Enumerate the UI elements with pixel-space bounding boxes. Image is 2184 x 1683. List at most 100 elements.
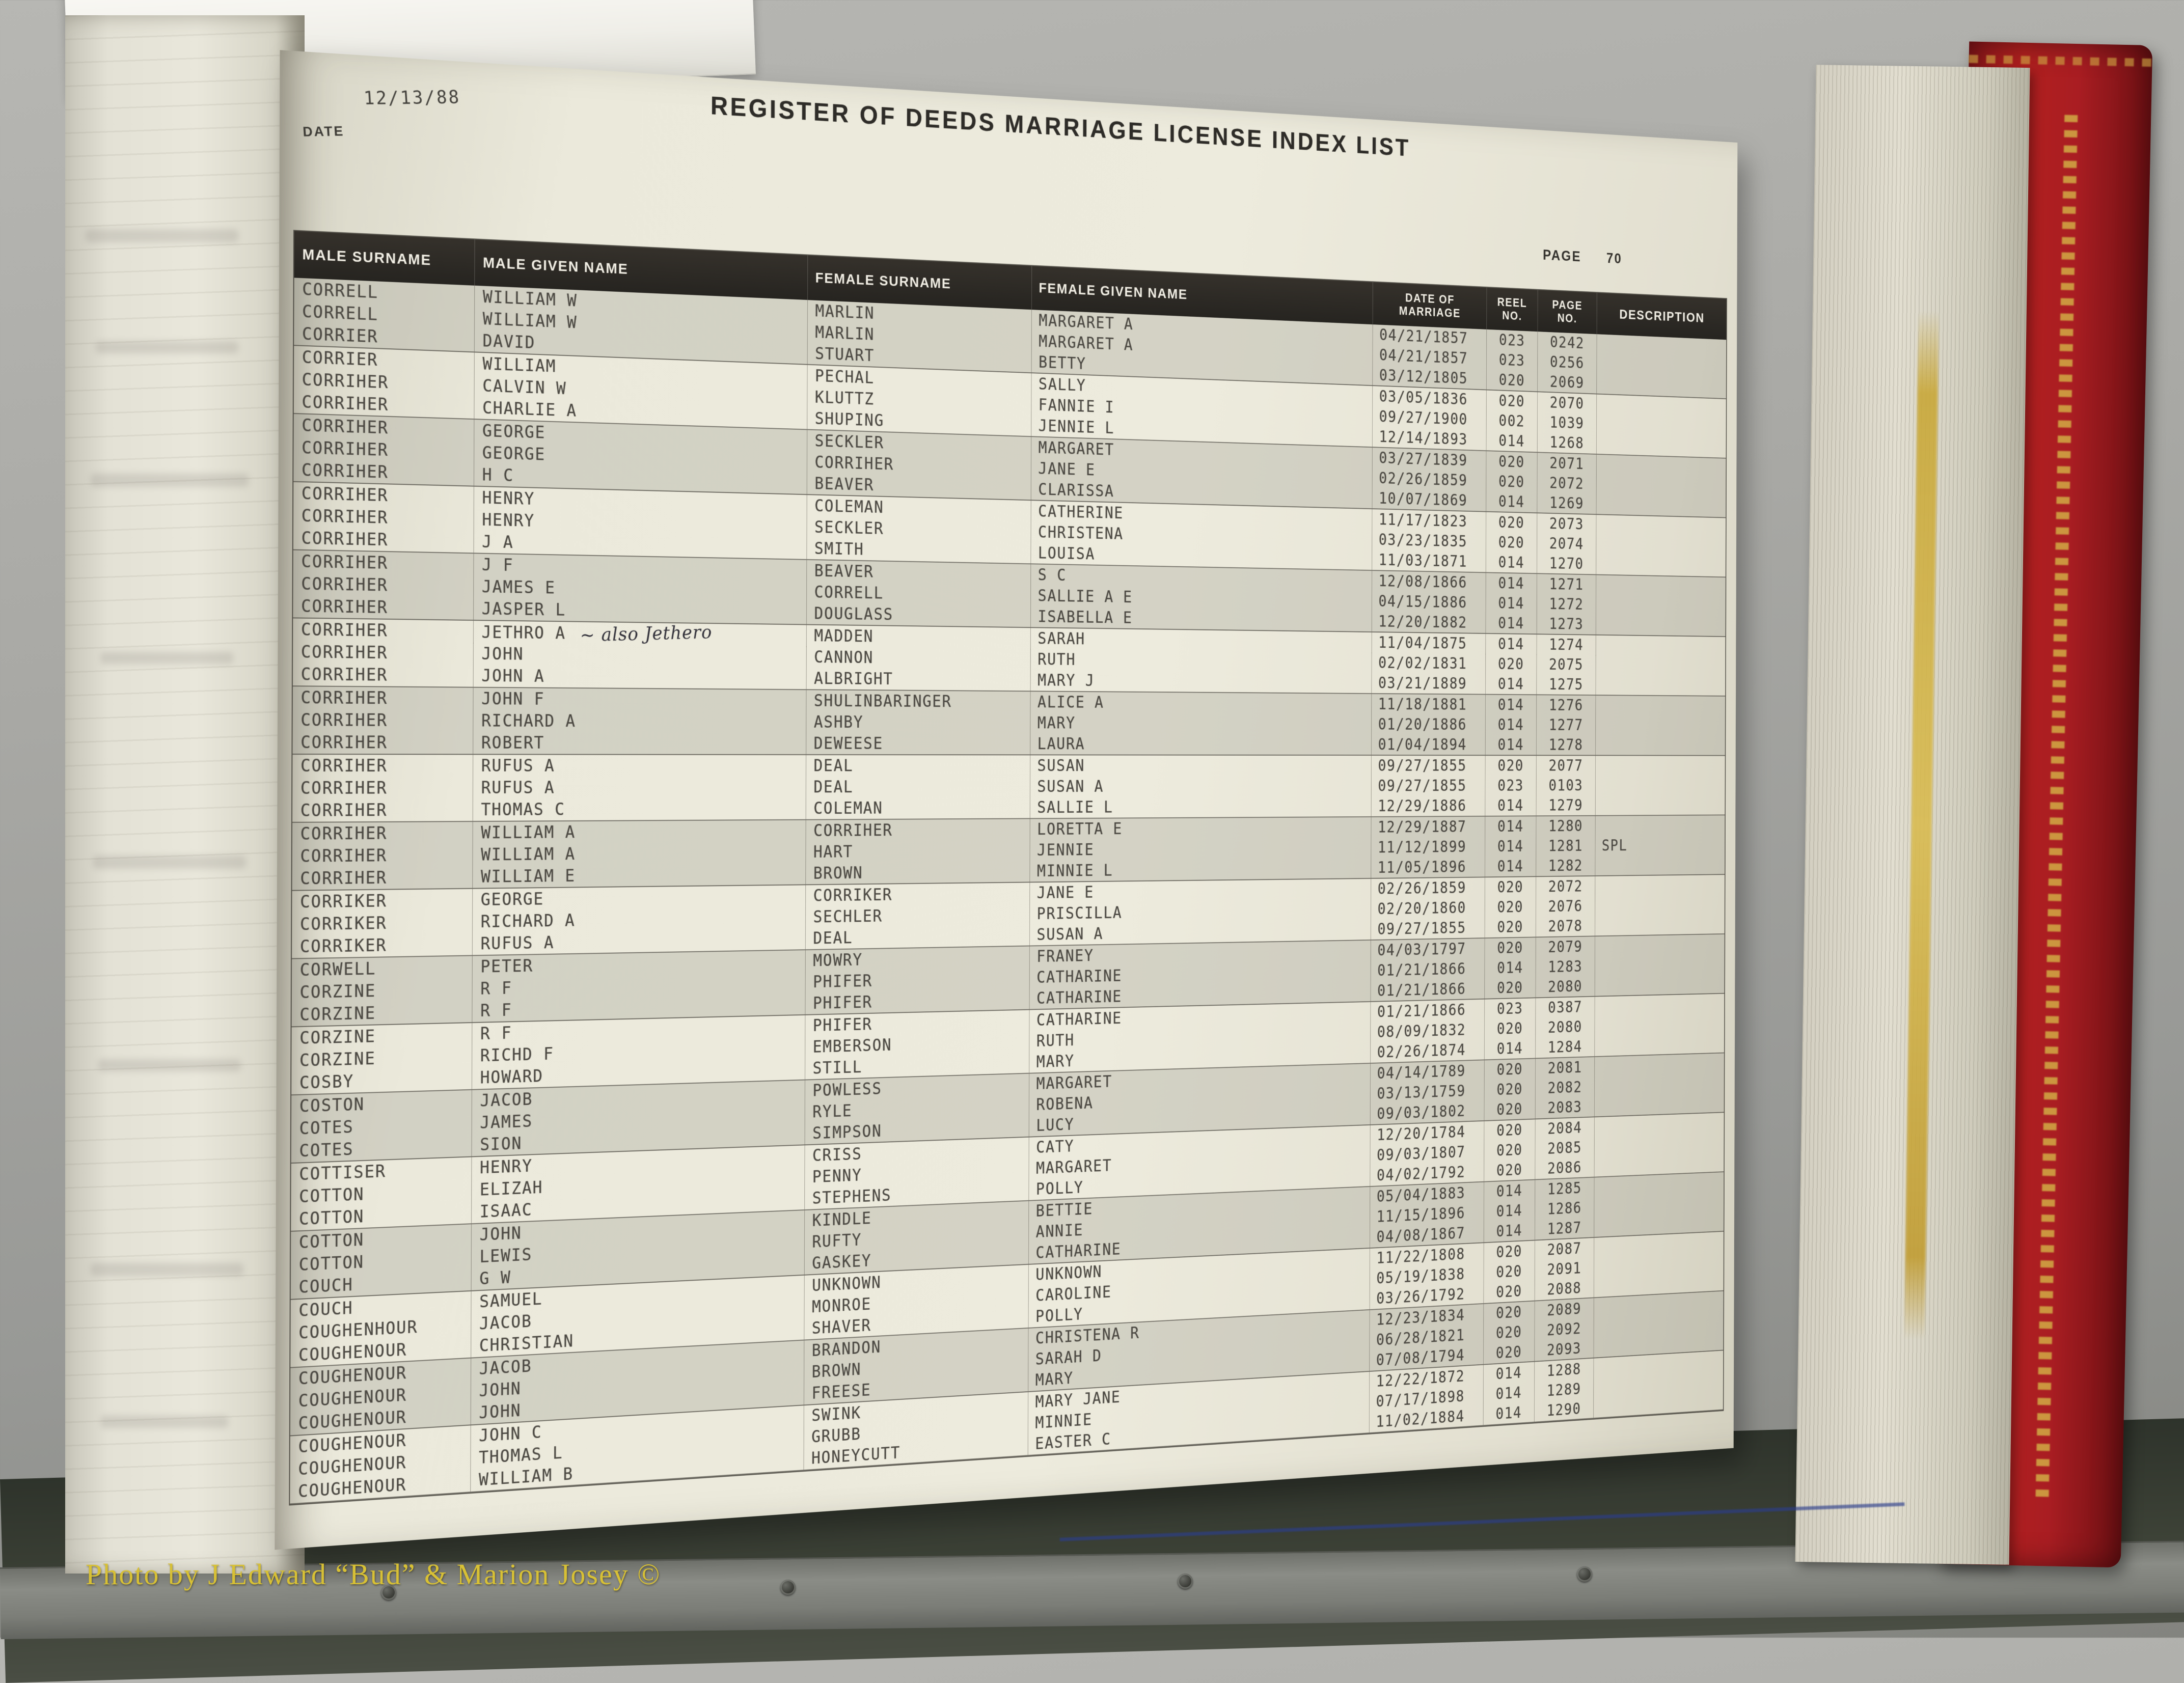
cell-male-given-name: WILLIAM E (473, 863, 806, 888)
cell-page-no: 1276 (1536, 695, 1596, 715)
cell-female-surname: DEAL (806, 755, 1030, 777)
cell-marriage-date: 12/29/1887 (1371, 816, 1486, 838)
cell-description (1596, 515, 1726, 538)
cell-page-no: 0387 (1535, 997, 1595, 1018)
cell-page-no: 1280 (1536, 816, 1596, 837)
cell-description (1595, 854, 1725, 875)
cell-reel-no: 014 (1486, 633, 1537, 655)
cell-male-surname: CORWELL (291, 956, 473, 982)
left-page-stack (65, 15, 305, 1574)
cell-marriage-date: 10/07/1869 (1372, 488, 1487, 511)
cell-marriage-date: 09/27/1855 (1371, 917, 1485, 940)
cell-page-no: 0103 (1536, 776, 1596, 796)
cell-reel-no: 014 (1485, 695, 1537, 715)
cell-page-no: 1274 (1537, 634, 1596, 656)
cell-description (1597, 494, 1726, 517)
cell-female-given-name: SUSAN A (1030, 776, 1372, 797)
cell-male-surname: CORRIHER (293, 572, 474, 598)
cell-female-surname: MADDEN (806, 625, 1031, 650)
cell-female-surname: HART (806, 840, 1030, 863)
cell-reel-no: 014 (1485, 735, 1537, 755)
cell-male-surname: CORRIHER (292, 866, 473, 890)
ghost-text-smudge (96, 341, 238, 353)
cell-reel-no: 023 (1486, 349, 1538, 372)
cell-marriage-date: 11/18/1881 (1371, 694, 1486, 715)
cell-description: SPL (1601, 836, 1628, 854)
cell-male-surname: CORRIHER (292, 777, 474, 799)
cell-marriage-date: 02/02/1831 (1372, 652, 1486, 674)
cell-male-surname: CORRIHER (293, 641, 474, 665)
cell-description (1595, 1092, 1724, 1116)
cell-male-surname: CORRIHER (292, 798, 474, 822)
cell-page-no: 1278 (1536, 735, 1596, 755)
cell-marriage-date: 02/26/1874 (1370, 1039, 1485, 1063)
cell-female-given-name: RUTH (1030, 649, 1372, 673)
cell-page-no: 2084 (1535, 1117, 1595, 1140)
cell-page-no: 2081 (1535, 1057, 1595, 1079)
cell-male-surname: CORRIHER (293, 618, 474, 644)
cell-female-surname: DEWEESE (806, 733, 1031, 755)
cell-male-given-name: RICHARD A (473, 709, 807, 733)
date-label: DATE (302, 123, 345, 140)
cell-marriage-date: 03/27/1839 (1372, 448, 1487, 472)
cell-reel-no: 020 (1484, 1280, 1535, 1304)
cell-male-surname: CORRIHER (293, 595, 474, 620)
cell-reel-no: 020 (1484, 1321, 1535, 1344)
cell-male-given-name: JOHN A (474, 665, 807, 689)
screw-icon (1178, 1574, 1193, 1589)
cell-marriage-date: 12/08/1866 (1372, 570, 1486, 593)
cell-reel-no: 020 (1486, 369, 1538, 392)
cell-reel-no: 023 (1485, 776, 1537, 796)
cell-male-surname: CORRIHER (293, 504, 475, 531)
cell-female-surname: ASHBY (806, 711, 1031, 734)
cell-marriage-date: 02/26/1859 (1372, 467, 1487, 491)
cell-description (1597, 475, 1726, 498)
cell-male-surname: CORRIHER (292, 844, 473, 868)
cell-marriage-date: 11/03/1871 (1372, 549, 1486, 572)
column-header-reel-no: REEL NO. (1487, 287, 1538, 332)
cell-description (1595, 954, 1725, 976)
cell-marriage-date: 02/26/1859 (1371, 877, 1485, 899)
cell-reel-no: 014 (1485, 957, 1536, 979)
cell-page-no: 2092 (1535, 1318, 1594, 1341)
cell-page-no: 1285 (1535, 1177, 1595, 1200)
cell-page-no: 2076 (1536, 896, 1596, 917)
cell-reel-no: 014 (1484, 1200, 1535, 1223)
cell-reel-no: 020 (1484, 1079, 1536, 1100)
column-header-page-no: PAGE NO. (1538, 290, 1597, 335)
cell-male-given-name: JOHN (474, 643, 807, 668)
cell-marriage-date: 04/02/1792 (1370, 1161, 1485, 1187)
cell-description (1596, 815, 1725, 836)
cell-marriage-date: 01/21/1866 (1371, 958, 1485, 981)
cell-reel-no: 014 (1484, 1038, 1536, 1060)
cell-male-given-name: WILLIAM A (473, 820, 806, 844)
cell-page-no: 2071 (1537, 453, 1597, 475)
cell-reel-no: 020 (1485, 877, 1536, 898)
cell-page-no: 2082 (1535, 1077, 1595, 1099)
cell-page-no: 2087 (1535, 1237, 1595, 1261)
cell-description (1595, 894, 1725, 916)
gilded-streak (1904, 311, 1939, 1340)
screw-icon (780, 1580, 796, 1595)
ghost-text-smudge (91, 1263, 243, 1276)
cell-male-given-name: JASPER L (474, 597, 807, 624)
cell-reel-no: 020 (1484, 1240, 1535, 1263)
cell-marriage-date: 09/03/1802 (1370, 1100, 1485, 1125)
cell-female-given-name: SALLIE L (1030, 796, 1372, 818)
cell-marriage-date: 01/04/1894 (1371, 734, 1486, 755)
cell-page-no: 0242 (1537, 332, 1597, 354)
cell-reel-no: 014 (1486, 430, 1538, 452)
cell-male-given-name: THOMAS C (473, 797, 806, 821)
cell-page-no: 2077 (1536, 756, 1596, 776)
page-title: REGISTER OF DEEDS MARRIAGE LICENSE INDEX… (710, 91, 1411, 162)
cell-reel-no: 020 (1484, 1301, 1535, 1325)
cell-reel-no: 014 (1486, 613, 1537, 634)
cell-reel-no: 020 (1483, 1341, 1535, 1364)
cell-page-no: 2086 (1535, 1156, 1595, 1179)
cell-description (1596, 715, 1725, 736)
cell-female-surname: SHULINBARINGER (806, 690, 1031, 713)
cell-female-surname: BEAVER (807, 560, 1031, 586)
cell-female-given-name: ALICE A (1030, 692, 1372, 714)
cell-male-surname: CORRIKER (292, 889, 473, 914)
cell-male-surname: CORRIHER (293, 527, 475, 553)
